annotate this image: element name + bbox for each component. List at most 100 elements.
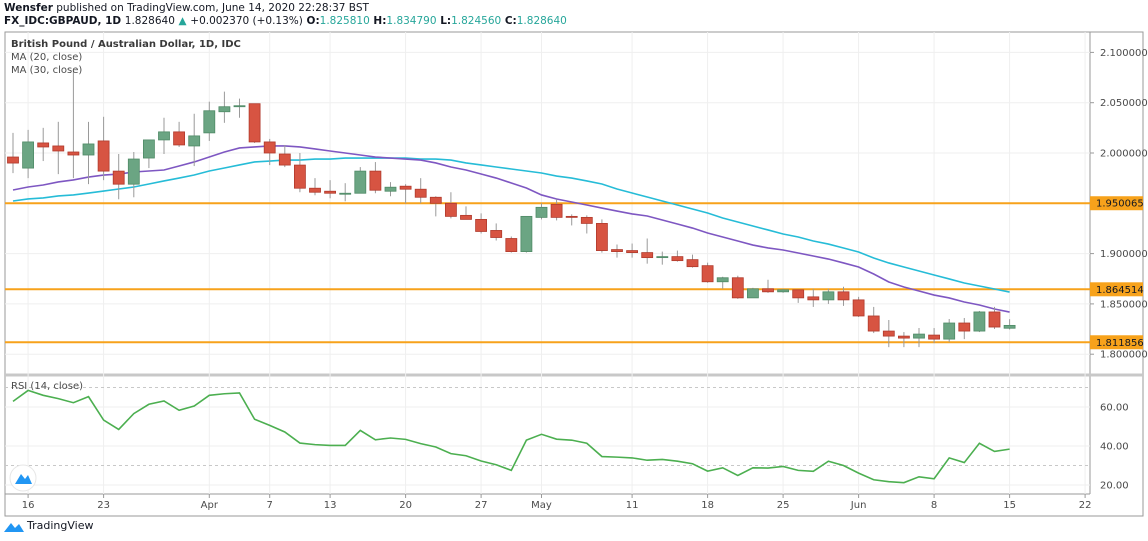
- candle-down: [641, 238, 654, 264]
- ma30-line: [12, 157, 1010, 293]
- candle-down: [7, 132, 19, 174]
- candle-body: [414, 188, 427, 198]
- candle-body: [218, 106, 231, 113]
- candle-body: [928, 334, 940, 340]
- candle-body: [792, 289, 805, 299]
- candle-down: [882, 319, 895, 348]
- tradingview-brand[interactable]: TradingView: [4, 519, 93, 532]
- candle-body: [762, 288, 774, 293]
- candle-body: [142, 139, 155, 159]
- symbol: FX_IDC:GBPAUD, 1D: [4, 15, 122, 27]
- level-price-badge: [1090, 282, 1143, 297]
- x-tick-label: 27: [475, 500, 488, 511]
- candle-up: [127, 151, 140, 198]
- candle-up: [384, 182, 397, 197]
- author-name[interactable]: Wensfer: [4, 2, 53, 14]
- x-tick-label: 13: [324, 500, 337, 511]
- y-tick-label: 2.050000: [1100, 98, 1148, 109]
- candle-up: [973, 310, 986, 333]
- x-tick-label: 22: [1079, 500, 1092, 511]
- candle-body: [535, 206, 548, 218]
- x-tick-label: May: [531, 500, 552, 511]
- candle-down: [867, 306, 880, 334]
- candle-body: [913, 333, 925, 339]
- candle-down: [626, 243, 638, 258]
- candle-down: [475, 213, 488, 234]
- publish-text: published on TradingView.com, June 14, 2…: [56, 2, 369, 14]
- level-price-label: 1.864514: [1096, 285, 1144, 296]
- candle-down: [278, 144, 291, 168]
- tradingview-watermark-icon: [15, 474, 32, 484]
- high-value: 1.834790: [386, 15, 437, 27]
- candle-body: [596, 223, 608, 251]
- candle-body: [293, 164, 306, 189]
- candle-body: [354, 170, 367, 194]
- candle-up: [339, 183, 352, 202]
- x-tick-label: 11: [626, 500, 639, 511]
- candle-down: [550, 199, 563, 221]
- candle-down: [263, 138, 276, 166]
- candle-down: [429, 196, 442, 217]
- candle-body: [747, 288, 759, 299]
- candle-body: [565, 215, 578, 218]
- candle-down: [988, 306, 1001, 330]
- candle-body: [505, 238, 518, 252]
- candle-body: [611, 249, 623, 252]
- x-tick-label: Jun: [850, 500, 867, 511]
- candle-up: [188, 113, 201, 167]
- candle-down: [37, 127, 50, 162]
- low-value: 1.824560: [451, 15, 502, 27]
- candle-up: [822, 288, 835, 304]
- candle-body: [7, 156, 19, 164]
- level-price-label: 1.950065: [1096, 199, 1144, 210]
- candle-up: [535, 203, 548, 220]
- candle-up: [233, 98, 246, 118]
- candle-up: [218, 91, 231, 123]
- candle-body: [158, 131, 170, 141]
- candle-down: [309, 178, 321, 196]
- candle-body: [475, 218, 488, 232]
- candle-body: [852, 299, 865, 317]
- candle-body: [324, 190, 337, 194]
- candle-down: [52, 121, 65, 175]
- candle-down: [611, 244, 623, 258]
- candle-body: [233, 105, 246, 108]
- candle-down: [505, 236, 518, 253]
- y-tick-label: 1.900000: [1100, 249, 1148, 260]
- legend-ma20[interactable]: MA (20, close): [11, 52, 83, 63]
- candle-up: [22, 129, 35, 179]
- candle-down: [686, 254, 699, 268]
- legend-ma30[interactable]: MA (30, close): [11, 65, 83, 76]
- candle-body: [490, 230, 503, 238]
- close-label: C:: [504, 15, 517, 27]
- candle-up: [82, 121, 95, 185]
- candle-body: [898, 335, 910, 339]
- candle-down: [762, 279, 774, 293]
- candle-up: [656, 251, 669, 265]
- candle-down: [112, 154, 125, 200]
- candle-up: [158, 117, 170, 155]
- candle-body: [263, 141, 276, 154]
- x-tick-label: 25: [777, 500, 790, 511]
- x-tick-label: 8: [931, 500, 937, 511]
- candle-body: [22, 141, 35, 169]
- candle-body: [686, 259, 699, 268]
- candle-body: [460, 214, 472, 220]
- candle-body: [580, 216, 593, 224]
- candle-down: [731, 275, 744, 299]
- candle-body: [37, 142, 50, 148]
- candle-body: [203, 110, 216, 134]
- candle-down: [671, 250, 684, 262]
- candle-body: [248, 103, 261, 143]
- candle-body: [520, 215, 533, 252]
- candle-up: [142, 139, 155, 169]
- candle-down: [460, 206, 472, 220]
- level-price-badge: [1090, 196, 1143, 211]
- publish-info: Wensfer published on TradingView.com, Ju…: [4, 2, 369, 14]
- candle-down: [490, 223, 503, 241]
- candle-down: [248, 103, 261, 143]
- candle-down: [792, 289, 805, 303]
- legend-rsi[interactable]: RSI (14, close): [11, 381, 84, 392]
- x-tick-label: 20: [399, 500, 412, 511]
